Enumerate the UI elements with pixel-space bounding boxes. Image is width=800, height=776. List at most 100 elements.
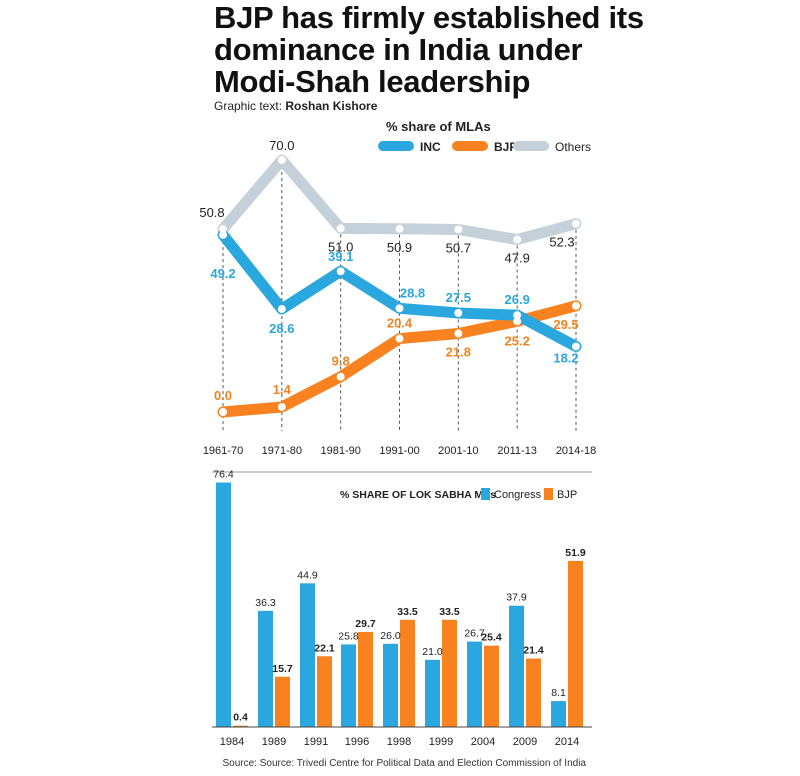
lok-sabha-label-congress-2004: 26.7 xyxy=(464,628,485,640)
mla-label-inc-2001-10: 27.5 xyxy=(446,290,471,305)
mla-label-bjp-2014-18: 29.5 xyxy=(553,317,578,332)
mla-point-inc-1991-00 xyxy=(395,304,404,313)
mla-point-others-1991-00 xyxy=(395,224,404,233)
lok-sabha-bar-bjp-1991 xyxy=(317,656,332,727)
lok-sabha-legend-swatch-congress xyxy=(481,488,490,500)
graphic-credit: Graphic text: Roshan Kishore xyxy=(214,99,377,113)
lok-sabha-label-bjp-1989: 15.7 xyxy=(272,663,293,675)
mla-chart-series xyxy=(217,154,582,418)
mla-point-inc-1971-80 xyxy=(277,305,286,314)
mla-label-inc-1991-00: 28.8 xyxy=(400,285,425,300)
lok-sabha-bar-bjp-1998 xyxy=(400,619,415,727)
lok-sabha-x-tick-1991: 1991 xyxy=(304,736,328,748)
lok-sabha-bar-bjp-1984 xyxy=(233,725,248,727)
lok-sabha-bar-congress-1991 xyxy=(300,583,315,727)
lok-sabha-label-bjp-1984: 0.4 xyxy=(233,712,248,724)
lok-sabha-label-congress-1989: 36.3 xyxy=(255,597,276,609)
lok-sabha-label-bjp-1996: 29.7 xyxy=(355,618,376,630)
lok-sabha-bar-congress-2014 xyxy=(551,701,566,727)
mla-point-inc-1961-70 xyxy=(219,230,227,239)
lok-sabha-label-congress-1984: 76.4 xyxy=(213,469,234,481)
mla-label-bjp-1991-00: 20.4 xyxy=(387,316,413,331)
mla-point-others-1971-80 xyxy=(277,156,286,164)
lok-sabha-bar-congress-1999 xyxy=(425,659,440,727)
mla-point-others-2001-10 xyxy=(454,225,463,234)
mla-legend-label-inc: INC xyxy=(420,140,441,154)
mla-point-bjp-1981-90 xyxy=(336,372,345,381)
lok-sabha-bar-bjp-1996 xyxy=(358,631,373,727)
lok-sabha-x-tick-1989: 1989 xyxy=(262,736,286,748)
title-line-1: BJP has firmly established its xyxy=(214,0,644,35)
mla-label-others-1981-90: 51.0 xyxy=(328,239,353,254)
lok-sabha-label-congress-2014: 8.1 xyxy=(551,687,566,699)
mla-legend-label-bjp: BJP xyxy=(494,140,517,154)
mla-x-tick-1991-00: 1991-00 xyxy=(379,445,419,457)
lok-sabha-label-bjp-2009: 21.4 xyxy=(523,645,544,657)
lok-sabha-label-congress-1991: 44.9 xyxy=(297,569,318,581)
mla-label-inc-1971-80: 28.6 xyxy=(269,321,294,336)
mla-point-bjp-1971-80 xyxy=(277,402,286,411)
mla-point-bjp-1961-70 xyxy=(219,408,227,416)
mla-label-others-1991-00: 50.9 xyxy=(387,240,412,255)
lok-sabha-bar-bjp-2009 xyxy=(526,658,541,727)
mla-point-inc-1981-90 xyxy=(336,267,345,276)
lok-sabha-x-tick-2009: 2009 xyxy=(513,736,537,748)
mla-chart-data-labels: 49.2 28.6 39.1 28.8 27.5 26.9 18.2 0.0 1.4 9.8 20.… xyxy=(199,138,578,403)
mla-label-inc-1981-90: 39.1 xyxy=(328,249,353,264)
lok-sabha-chart-x-ticks: 1984 1989 1991 1996 1998 1999 2004 2009 2014 xyxy=(220,736,579,748)
lok-sabha-label-bjp-2004: 25.4 xyxy=(481,632,502,644)
lok-sabha-legend-label-bjp: BJP xyxy=(557,489,577,501)
credit-name: Roshan Kishore xyxy=(285,99,378,113)
chart-title: BJP has firmly established its dominance… xyxy=(214,2,654,98)
mla-chart-title: % share of MLAs xyxy=(386,119,491,134)
lok-sabha-label-congress-1998: 26.0 xyxy=(380,630,401,642)
lok-sabha-bar-bjp-2004 xyxy=(484,645,499,727)
lok-sabha-chart-data-labels: 76.4 0.4 36.3 15.7 44.9 22.125.829.7 26.0 33.5 2… xyxy=(213,469,586,724)
mla-label-bjp-2001-10: 21.8 xyxy=(446,345,471,360)
mla-point-bjp-2001-10 xyxy=(454,329,463,338)
mla-point-bjp-1991-00 xyxy=(395,334,404,343)
lok-sabha-x-tick-1999: 1999 xyxy=(429,736,453,748)
mla-label-bjp-1971-80: 1.4 xyxy=(273,382,292,397)
title-line-2: dominance in India under xyxy=(214,32,583,67)
lok-sabha-x-tick-2004: 2004 xyxy=(471,736,495,748)
mla-legend-label-others: Others xyxy=(555,140,591,154)
mla-label-others-1971-80: 70.0 xyxy=(269,138,294,153)
mla-point-others-2014-18 xyxy=(572,219,580,228)
mla-label-inc-2011-13: 26.9 xyxy=(505,292,530,307)
mla-label-inc-2014-18: 18.2 xyxy=(553,350,578,365)
mla-label-others-1961-70: 50.8 xyxy=(199,205,224,220)
source-note: Source: Source: Trivedi Centre for Polit… xyxy=(222,758,586,769)
lok-sabha-bar-congress-2009 xyxy=(509,605,524,727)
mla-chart-gridlines xyxy=(222,160,577,431)
lok-sabha-x-tick-2014: 2014 xyxy=(555,736,579,748)
mla-chart-x-ticks: 1961-70 1971-80 1981-90 1991-00 2001-10 2011-… xyxy=(203,445,596,457)
lok-sabha-label-bjp-1999: 33.5 xyxy=(439,606,460,618)
mla-point-others-1981-90 xyxy=(336,224,345,233)
mla-label-bjp-1961-70: 0.0 xyxy=(214,388,232,403)
mla-point-inc-2001-10 xyxy=(454,309,463,317)
mla-label-others-2011-13: 47.9 xyxy=(505,251,530,266)
mla-chart-legend: INC BJP Others xyxy=(378,140,591,154)
lok-sabha-bar-bjp-1989 xyxy=(275,676,290,727)
lok-sabha-legend-swatch-bjp xyxy=(544,488,553,500)
mla-x-tick-2001-10: 2001-10 xyxy=(438,445,478,457)
mla-label-others-2001-10: 50.7 xyxy=(446,240,471,255)
lok-sabha-legend-label-congress: Congress xyxy=(494,489,542,501)
lok-sabha-x-tick-1998: 1998 xyxy=(387,736,411,748)
mla-label-others-2014-18: 52.3 xyxy=(549,235,574,250)
mla-point-others-1961-70 xyxy=(219,225,227,234)
lok-sabha-label-congress-1999: 21.0 xyxy=(422,646,443,658)
lok-sabha-bar-chart: % SHARE OF LOK SABHA MPs Congress BJP 76.… xyxy=(212,469,592,748)
mla-point-inc-2011-13 xyxy=(513,311,522,320)
mla-x-tick-1971-80: 1971-80 xyxy=(262,445,302,457)
lok-sabha-label-congress-2009: 37.9 xyxy=(506,592,527,604)
mla-x-tick-1981-90: 1981-90 xyxy=(320,445,360,457)
lok-sabha-label-bjp-2014: 51.9 xyxy=(565,547,586,559)
lok-sabha-bar-congress-1989 xyxy=(258,610,273,727)
mla-label-bjp-2011-13: 25.2 xyxy=(505,333,530,348)
mla-x-tick-2014-18: 2014-18 xyxy=(556,445,596,457)
mla-share-line-chart: % share of MLAs INC BJP Others 49.2 28.6 39.… xyxy=(199,119,596,457)
lok-sabha-x-tick-1984: 1984 xyxy=(220,736,244,748)
